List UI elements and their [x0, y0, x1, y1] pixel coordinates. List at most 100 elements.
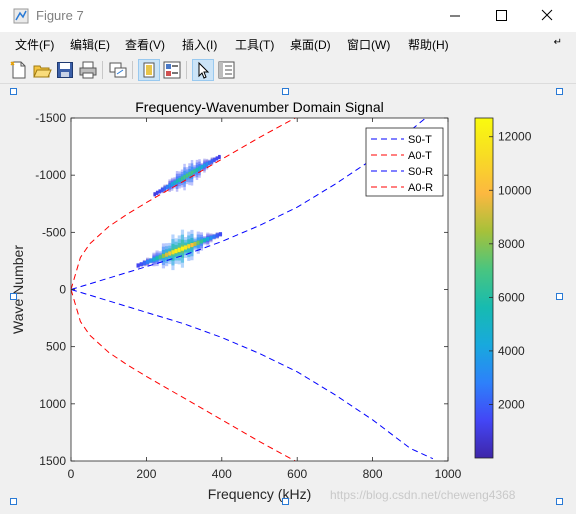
y-axis-label: Wave Number — [10, 245, 26, 334]
matlab-app-icon — [13, 8, 29, 24]
heatmap-peak — [199, 239, 204, 244]
show-plot-tools-button[interactable] — [161, 59, 183, 81]
heatmap-peak — [173, 180, 176, 185]
print-icon — [79, 61, 97, 79]
heatmap-peak — [163, 186, 166, 191]
edit-plot-pointer-icon — [198, 61, 210, 79]
legend-box — [365, 127, 444, 197]
heatmap-peak — [146, 259, 150, 264]
heatmap-peak — [212, 234, 216, 239]
y-tick-label: 500 — [46, 340, 66, 354]
x-tick-label: 0 — [68, 467, 75, 481]
heatmap-peak — [170, 182, 174, 187]
title-bar[interactable]: Figure 7 — [0, 0, 576, 32]
new-figure-button[interactable] — [8, 59, 30, 81]
selection-handle[interactable] — [10, 293, 17, 300]
heatmap-peak — [209, 235, 213, 240]
open-property-inspector-button[interactable] — [215, 59, 237, 81]
edit-plot-button[interactable] — [192, 59, 214, 81]
x-tick-label: 1000 — [435, 467, 462, 481]
figure-canvas[interactable]: 0 200 400 600 800 1000 -1500 -1000 -500 0 500 1000 1… — [8, 88, 564, 506]
menu-desktop[interactable]: 桌面(D) — [290, 38, 331, 52]
menu-insert[interactable]: 插入(I) — [182, 38, 218, 52]
heatmap-peak — [193, 241, 197, 246]
menu-file[interactable]: 文件(F) — [15, 38, 55, 52]
heatmap-peak — [183, 175, 186, 180]
menu-help[interactable]: 帮助(H) — [408, 38, 449, 52]
heatmap-peak — [160, 187, 164, 193]
heatmap-peak — [193, 169, 196, 174]
menu-edit[interactable]: 编辑(E) — [70, 38, 110, 52]
save-icon — [57, 62, 73, 78]
heatmap-peak — [180, 176, 184, 181]
heatmap-peak — [215, 233, 219, 238]
series-line-s0-r — [71, 289, 434, 460]
heatmap-peak — [203, 238, 207, 243]
selection-handle[interactable] — [556, 88, 563, 95]
hide-plot-tools-button[interactable] — [138, 59, 160, 81]
open-file-button[interactable] — [31, 59, 53, 81]
y-tick-label: -1000 — [35, 168, 66, 182]
heatmap-peak — [174, 249, 178, 254]
heatmap-peak — [210, 159, 214, 164]
heatmap-peak — [152, 257, 156, 262]
maximize-icon — [496, 10, 507, 21]
heatmap-peak — [149, 258, 153, 263]
heatmap-peak — [155, 190, 159, 195]
heatmap-peak — [142, 261, 147, 266]
heatmap-peak — [165, 185, 169, 190]
menu-window[interactable]: 窗口(W) — [347, 38, 391, 52]
toolbar-separator — [132, 61, 133, 79]
heatmap-peak — [139, 262, 143, 267]
heatmap-peak — [190, 170, 194, 175]
y-tick-label: -1500 — [35, 111, 66, 125]
selection-handle[interactable] — [282, 498, 289, 505]
colorbar-tick-label: 10000 — [498, 183, 532, 197]
print-button[interactable] — [77, 59, 99, 81]
series-line-s0-t — [71, 118, 427, 290]
selection-handle[interactable] — [556, 293, 563, 300]
heatmap-peak — [171, 250, 175, 255]
maximize-button[interactable] — [478, 0, 524, 32]
heatmap-peak — [203, 163, 206, 168]
close-icon — [541, 9, 553, 21]
heatmap-peak — [187, 244, 191, 249]
selection-handle[interactable] — [10, 498, 17, 505]
heatmap-peak — [184, 245, 188, 250]
menu-view[interactable]: 查看(V) — [125, 38, 165, 52]
heatmap-peak — [205, 162, 209, 167]
minimize-button[interactable] — [432, 0, 478, 32]
dock-figure-icon[interactable]: ↵ — [553, 37, 562, 48]
legend-label: S0-T — [408, 134, 432, 146]
heatmap-peak — [208, 160, 211, 165]
minimize-icon — [450, 15, 460, 17]
heatmap-peak — [165, 252, 169, 257]
x-tick-label: 800 — [363, 467, 383, 481]
link-plot-button[interactable] — [107, 59, 129, 81]
figure-toolbar — [0, 57, 576, 84]
selection-handle[interactable] — [282, 88, 289, 95]
series-line-a0-t — [71, 118, 297, 290]
y-tick-label: 0 — [59, 283, 66, 297]
menu-tools[interactable]: 工具(T) — [235, 38, 275, 52]
heatmap-peak — [168, 183, 171, 188]
heatmap-peak — [155, 256, 159, 261]
heatmap-peak — [218, 232, 223, 237]
legend-label: A0-T — [408, 150, 432, 162]
heatmap-peak — [218, 154, 221, 160]
selection-handle[interactable] — [556, 498, 563, 505]
save-button[interactable] — [54, 59, 76, 81]
selection-handle[interactable] — [10, 88, 17, 95]
heatmap-peak — [190, 243, 194, 248]
open-property-inspector-icon — [218, 61, 235, 79]
x-tick-label: 600 — [287, 467, 307, 481]
heatmap-peak — [213, 157, 216, 162]
toolbar-separator — [186, 61, 187, 79]
x-tick-label: 400 — [212, 467, 232, 481]
heatmap-peak — [215, 156, 219, 161]
menu-bar: 文件(F) 编辑(E) 查看(V) 插入(I) 工具(T) 桌面(D) 窗口(W… — [0, 33, 576, 55]
heatmap-peak — [180, 246, 185, 251]
close-button[interactable] — [524, 0, 570, 32]
colorbar-tick-label: 12000 — [498, 130, 532, 144]
heatmap-peak — [206, 237, 210, 242]
